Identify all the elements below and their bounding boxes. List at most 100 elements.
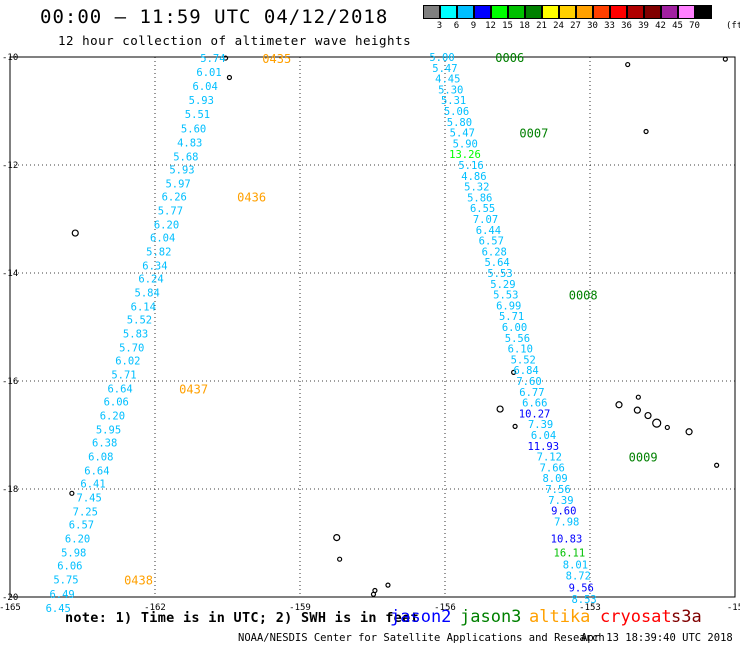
island-outline xyxy=(511,369,517,375)
swh-value-label: 5.71 xyxy=(111,370,136,382)
map-subtitle: 12 hour collection of altimeter wave hei… xyxy=(58,33,412,48)
footer-timestamp: Apr 13 18:39:40 UTC 2018 xyxy=(581,632,733,644)
island-outline xyxy=(337,556,343,562)
island-outline xyxy=(496,405,504,413)
swh-value-label: 6.14 xyxy=(131,301,156,313)
swh-value-label: 5.95 xyxy=(96,425,121,437)
swh-value-label: 5.71 xyxy=(499,311,524,323)
legend-swatch xyxy=(695,5,712,19)
legend-label: 15 xyxy=(502,21,513,31)
swh-value-label: 6.49 xyxy=(49,589,74,601)
legend-swatch xyxy=(576,5,593,19)
map-title: 00:00 – 11:59 UTC 04/12/2018 xyxy=(40,6,389,28)
lat-tick-label: -20 xyxy=(2,593,18,603)
map-frame xyxy=(9,56,736,598)
swh-value-label: 7.12 xyxy=(537,452,562,464)
swh-value-label: 13.26 xyxy=(449,149,481,161)
pass-time-label: 0435 xyxy=(262,52,291,66)
swh-value-label: 5.47 xyxy=(450,128,475,140)
swh-value-label: 5.31 xyxy=(441,95,466,107)
swh-value-label: 6.34 xyxy=(142,260,167,272)
swh-value-label: 4.86 xyxy=(461,171,486,183)
swh-value-label: 5.30 xyxy=(438,84,463,96)
swh-value-label: 6.26 xyxy=(162,191,187,203)
swh-value-label: 6.00 xyxy=(502,322,527,334)
legend-swatch xyxy=(559,5,576,19)
swh-value-label: 6.04 xyxy=(150,232,175,244)
satellite-label-jason2: jason2 xyxy=(390,607,452,627)
legend-label: 12 xyxy=(485,21,496,31)
legend-label: 6 xyxy=(453,21,460,31)
island-outline xyxy=(633,406,641,414)
legend-swatch xyxy=(457,5,474,19)
legend-label: 24 xyxy=(553,21,564,31)
swh-value-label: 5.51 xyxy=(185,109,210,121)
swh-value-label: 5.86 xyxy=(467,192,492,204)
swh-value-label: 6.38 xyxy=(92,438,117,450)
legend-swatch xyxy=(491,5,508,19)
swh-value-label: 11.93 xyxy=(527,441,559,453)
pass-time-label: 0437 xyxy=(179,383,208,397)
swh-value-label: 6.04 xyxy=(193,81,218,93)
swh-value-label: 9.56 xyxy=(569,582,594,594)
swh-value-label: 6.57 xyxy=(69,520,94,532)
swh-value-label: 4.45 xyxy=(435,74,460,86)
swh-value-label: 7.39 xyxy=(548,495,573,507)
swh-value-label: 6.77 xyxy=(519,387,544,399)
swh-value-label: 5.68 xyxy=(173,151,198,163)
swh-value-label: 6.24 xyxy=(138,273,163,285)
swh-value-label: 7.25 xyxy=(73,507,98,519)
swh-value-label: 7.07 xyxy=(473,214,498,226)
swh-value-label: 4.83 xyxy=(177,137,202,149)
island-outline xyxy=(625,61,631,68)
island-outline xyxy=(512,423,518,429)
swh-value-label: 6.01 xyxy=(196,67,221,79)
swh-value-label: 5.93 xyxy=(169,164,194,176)
swh-value-label: 5.90 xyxy=(453,138,478,150)
legend-swatch xyxy=(508,5,525,19)
pass-time-label: 0438 xyxy=(124,574,153,588)
legend-label: 36 xyxy=(621,21,632,31)
lon-tick-label: -159 xyxy=(289,603,311,613)
island-outline xyxy=(714,462,720,468)
swh-value-label: 10.27 xyxy=(519,408,551,420)
legend-label: 33 xyxy=(604,21,615,31)
legend-swatch xyxy=(440,5,457,19)
swh-value-label: 8.72 xyxy=(566,570,591,582)
swh-value-label: 5.60 xyxy=(181,123,206,135)
legend-swatch xyxy=(423,5,440,19)
swh-value-label: 5.56 xyxy=(505,333,530,345)
swh-value-label: 8.09 xyxy=(542,473,567,485)
swh-value-label: 6.66 xyxy=(522,398,547,410)
swh-value-label: 6.84 xyxy=(513,365,538,377)
island-outline xyxy=(615,401,623,409)
legend-label: 39 xyxy=(638,21,649,31)
swh-value-label: 6.57 xyxy=(479,236,504,248)
legend-label: 30 xyxy=(587,21,598,31)
swh-value-label: 5.75 xyxy=(53,575,78,587)
island-outline xyxy=(664,424,670,431)
satellite-label-altika: altika xyxy=(529,607,591,627)
island-outline xyxy=(722,56,728,62)
legend-label: 42 xyxy=(655,21,666,31)
swh-value-label: 5.53 xyxy=(493,290,518,302)
swh-value-label: 6.41 xyxy=(80,479,105,491)
island-outline xyxy=(685,428,693,436)
legend-swatch xyxy=(610,5,627,19)
swh-value-label: 8.01 xyxy=(563,560,588,572)
swh-value-label: 5.98 xyxy=(61,548,86,560)
swh-value-label: 6.64 xyxy=(84,466,109,478)
swh-value-label: 5.53 xyxy=(487,268,512,280)
lon-tick-label: -165 xyxy=(0,603,21,613)
swh-value-label: 5.84 xyxy=(135,287,160,299)
legend-label: 70 xyxy=(689,21,700,31)
legend-swatch xyxy=(661,5,678,19)
swh-value-label: 5.74 xyxy=(200,53,225,65)
swh-value-label: 7.39 xyxy=(528,419,553,431)
legend-swatch xyxy=(644,5,661,19)
footnote: note: 1) Time is in UTC; 2) SWH is in fe… xyxy=(65,610,419,626)
lon-tick-label: -162 xyxy=(144,603,166,613)
swh-value-label: 7.45 xyxy=(77,493,102,505)
swh-value-label: 5.16 xyxy=(458,160,483,172)
island-outline xyxy=(71,229,79,237)
